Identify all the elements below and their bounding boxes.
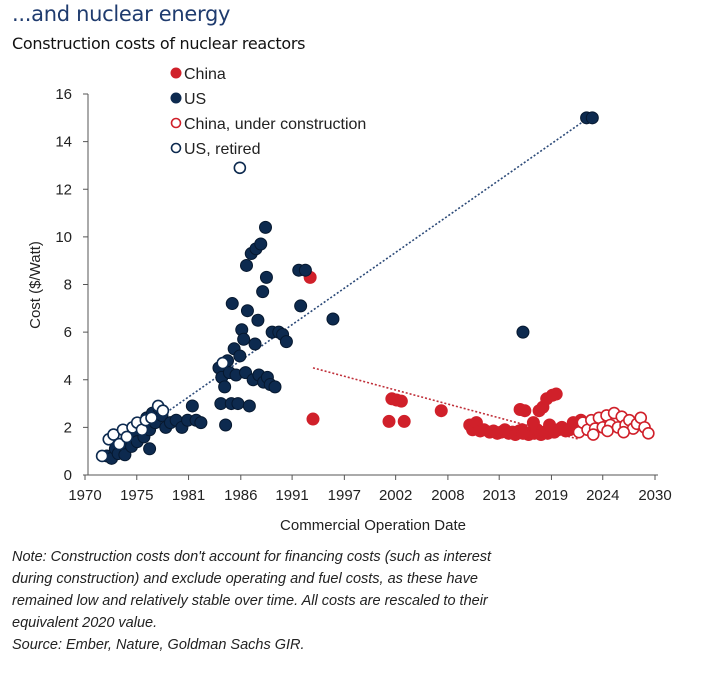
data-point <box>326 312 340 326</box>
data-point <box>145 411 158 425</box>
y-tick-label: 12 <box>55 181 72 198</box>
data-point <box>216 356 230 370</box>
data-point <box>219 418 233 432</box>
series-china-under-construction <box>572 406 655 441</box>
legend-item: China <box>170 66 226 83</box>
x-tick-label: 2002 <box>379 487 412 504</box>
series-us-retired <box>95 161 247 463</box>
legend-marker <box>170 92 182 104</box>
data-point <box>240 304 254 318</box>
data-point <box>225 297 239 311</box>
data-point <box>306 412 320 426</box>
data-point <box>231 397 245 411</box>
note-line: during construction) and exclude operati… <box>12 571 478 587</box>
data-point <box>298 263 312 277</box>
data-point <box>294 299 308 313</box>
data-point <box>586 428 600 441</box>
scatter-chart: 0 2 4 6 8 10 12 14 16 1970 1975 1981 1986 1991 1997 200… <box>27 66 672 534</box>
data-point <box>549 387 563 401</box>
note-line: remained low and relatively stable over … <box>12 593 488 609</box>
data-point <box>240 258 253 272</box>
data-point <box>251 313 265 327</box>
data-point <box>254 237 268 251</box>
legend-item: China, under construction <box>170 116 366 133</box>
data-point <box>259 220 272 234</box>
legend: China US China, under construction US, reti… <box>170 66 366 158</box>
legend-item: US, retired <box>170 141 260 158</box>
y-tick-label: 6 <box>64 324 72 341</box>
data-point <box>156 404 170 418</box>
x-tick-label: 1997 <box>328 487 361 504</box>
data-point <box>516 426 530 440</box>
data-point <box>601 424 614 438</box>
legend-marker <box>170 142 182 154</box>
x-tick-label: 2024 <box>586 487 619 504</box>
page-title: ...and nuclear energy <box>12 2 231 26</box>
data-point <box>585 111 599 125</box>
trendline <box>103 117 589 457</box>
data-point <box>516 325 530 339</box>
y-tick-label: 14 <box>55 134 72 151</box>
data-point <box>248 337 262 351</box>
data-point <box>256 285 270 299</box>
x-axis-label: Commercial Operation Date <box>280 517 466 534</box>
data-point <box>237 332 251 346</box>
axes: 0 2 4 6 8 10 12 14 16 1970 1975 1981 1986 1991 1997 200… <box>55 86 671 504</box>
y-tick-label: 8 <box>64 277 72 294</box>
data-point <box>382 414 396 428</box>
data-point <box>642 427 655 440</box>
footnote: Note: Construction costs don't account f… <box>12 546 692 656</box>
y-axis-label: Cost ($/Watt) <box>27 241 44 329</box>
x-tick-label: 2013 <box>483 487 516 504</box>
data-point <box>518 404 532 418</box>
note-line: equivalent 2020 value. <box>12 615 158 631</box>
x-tick-label: 2008 <box>431 487 464 504</box>
x-tick-label: 2019 <box>535 487 568 504</box>
data-point <box>95 449 109 463</box>
legend-label: China <box>184 66 226 83</box>
data-point <box>143 442 157 456</box>
data-point <box>185 399 199 413</box>
note-line: Note: Construction costs don't account f… <box>12 549 492 565</box>
data-point <box>120 430 134 444</box>
x-tick-label: 1981 <box>172 487 205 504</box>
data-point <box>259 270 273 284</box>
data-point <box>268 380 282 394</box>
x-tick-label: 1991 <box>275 487 308 504</box>
legend-label: China, under construction <box>184 116 366 133</box>
legend-marker <box>170 117 182 129</box>
data-point <box>543 418 557 432</box>
data-point <box>218 380 232 394</box>
data-point <box>397 414 411 428</box>
x-tick-label: 1975 <box>120 487 153 504</box>
data-point <box>194 416 208 430</box>
y-tick-label: 2 <box>64 419 72 436</box>
legend-label: US <box>184 91 206 108</box>
data-point <box>233 349 247 363</box>
y-tick-label: 4 <box>64 372 72 389</box>
legend-item: US <box>170 91 206 108</box>
data-point <box>434 404 448 418</box>
y-tick-label: 16 <box>55 86 72 103</box>
data-point <box>279 335 293 349</box>
legend-label: US, retired <box>184 141 260 158</box>
y-tick-label: 10 <box>55 229 72 246</box>
data-point <box>617 425 630 439</box>
data-point <box>526 416 540 430</box>
source-line: Source: Ember, Nature, Goldman Sachs GIR… <box>12 637 305 653</box>
data-point <box>233 161 247 175</box>
data-points <box>95 111 655 465</box>
x-tick-label: 2030 <box>638 487 671 504</box>
legend-marker <box>170 67 182 79</box>
data-point <box>394 394 408 408</box>
data-point <box>112 437 126 451</box>
data-point <box>242 399 256 413</box>
series-china <box>303 270 595 442</box>
y-tick-label: 0 <box>64 467 72 484</box>
x-tick-label: 1986 <box>224 487 257 504</box>
chart-subtitle: Construction costs of nuclear reactors <box>12 34 306 53</box>
x-tick-label: 1970 <box>68 487 101 504</box>
